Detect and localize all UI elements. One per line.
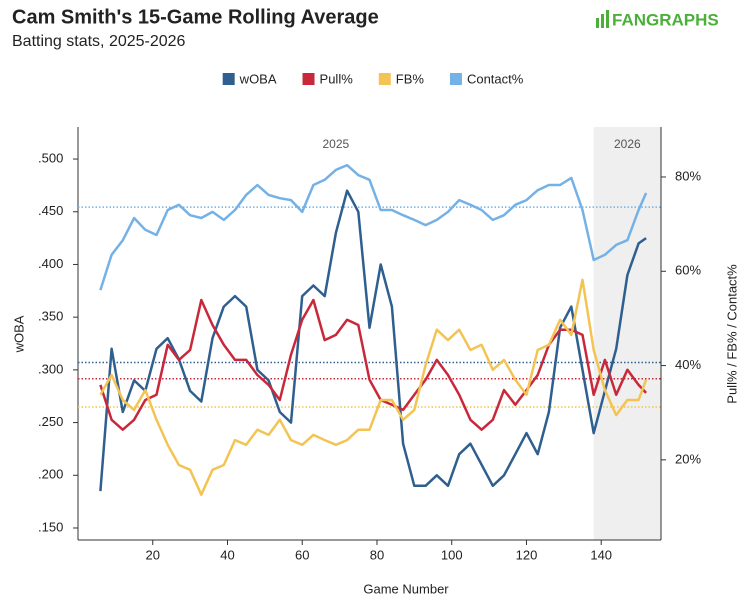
x-tick-label: 40 — [220, 547, 234, 562]
logo-icon — [596, 10, 609, 28]
legend-swatch — [378, 73, 391, 85]
y-tick-label: .350 — [38, 309, 63, 324]
y-tick-label: .150 — [38, 519, 63, 534]
y-tick-label: .200 — [38, 467, 63, 482]
y2-tick-label: 20% — [675, 451, 701, 466]
y-tick-label: .300 — [38, 361, 63, 376]
legend-swatch — [222, 73, 235, 85]
series-line — [99, 163, 648, 291]
legend-swatch — [449, 73, 462, 85]
x-tick-label: 120 — [516, 547, 538, 562]
x-tick-label: 100 — [441, 547, 463, 562]
x-tick-label: 60 — [295, 547, 309, 562]
series-line — [99, 278, 648, 496]
season-label: 2025 — [323, 137, 350, 151]
chart-title: Cam Smith's 15-Game Rolling Average — [12, 6, 379, 28]
legend-label: FB% — [396, 71, 425, 86]
season-shade — [593, 127, 661, 540]
series-line — [99, 189, 647, 492]
logo: FANGRAPHS — [612, 10, 719, 29]
x-tick-label: 80 — [370, 547, 384, 562]
y-tick-label: .400 — [38, 256, 63, 271]
y2-tick-label: 60% — [675, 263, 701, 278]
legend: wOBA Pull% FB% Contact% — [222, 71, 524, 86]
y2-tick-label: 40% — [675, 357, 701, 372]
x-axis-title: Game Number — [363, 581, 449, 596]
season-label: 2026 — [614, 137, 641, 151]
y-tick-label: .250 — [38, 414, 63, 429]
y-tick-label: .450 — [38, 203, 63, 218]
legend-label: wOBA — [239, 71, 277, 86]
series-line — [99, 298, 648, 431]
y2-tick-label: 80% — [675, 168, 701, 183]
legend-label: Pull% — [320, 71, 354, 86]
x-tick-label: 20 — [146, 547, 160, 562]
chart-subtitle: Batting stats, 2025-2026 — [12, 33, 186, 50]
y2-axis-title: Pull% / FB% / Contact% — [724, 264, 739, 404]
y-axis-title: wOBA — [11, 315, 26, 353]
legend-swatch — [302, 73, 315, 85]
x-tick-label: 140 — [590, 547, 612, 562]
legend-label: Contact% — [467, 71, 524, 86]
y-tick-label: .500 — [38, 150, 63, 165]
